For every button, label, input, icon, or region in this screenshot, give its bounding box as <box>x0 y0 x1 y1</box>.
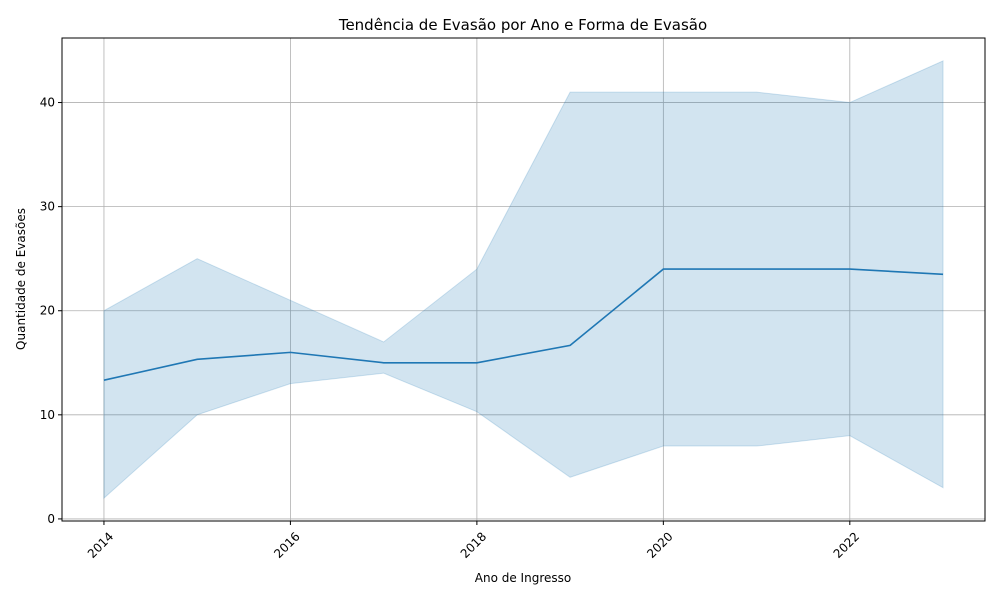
x-ticks: 2014 2016 2018 2020 2022 <box>85 521 862 561</box>
x-tick-label: 2016 <box>271 529 302 560</box>
grid <box>62 38 985 521</box>
y-ticks: 0 10 20 30 40 <box>40 96 62 526</box>
x-tick-label: 2022 <box>831 529 862 560</box>
y-tick-label: 20 <box>40 304 55 318</box>
confidence-band <box>103 60 944 500</box>
series-line <box>103 268 944 381</box>
x-axis-label: Ano de Ingresso <box>475 571 571 585</box>
y-axis-label: Quantidade de Evasões <box>14 208 28 350</box>
x-tick-label: 2018 <box>458 529 489 560</box>
chart-title: Tendência de Evasão por Ano e Forma de E… <box>338 16 707 34</box>
plot-frame <box>61 37 986 522</box>
y-tick-label: 10 <box>40 408 55 422</box>
y-tick-label: 40 <box>40 96 55 110</box>
confidence-band-area <box>103 60 944 500</box>
x-tick-label: 2014 <box>85 529 116 560</box>
series-lines <box>103 268 944 381</box>
y-tick-label: 0 <box>47 512 55 526</box>
x-tick-label: 2020 <box>644 529 675 560</box>
axes <box>61 37 986 522</box>
y-tick-label: 30 <box>40 200 55 214</box>
